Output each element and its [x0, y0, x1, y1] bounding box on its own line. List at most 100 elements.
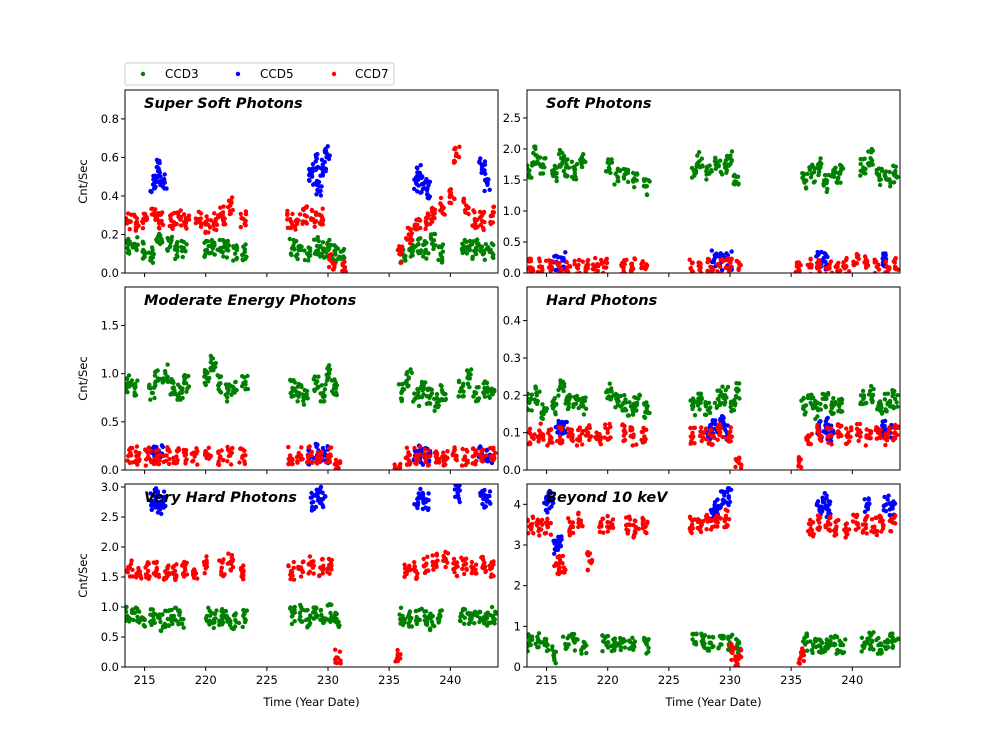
data-point-scatter: [226, 243, 232, 248]
data-point-scatter: [697, 407, 702, 412]
data-point-scatter: [543, 520, 549, 525]
data-point-scatter: [529, 175, 534, 180]
data-point-scatter: [569, 159, 575, 164]
data-point-scatter: [689, 439, 694, 445]
data-point-scatter: [726, 434, 731, 440]
data-point-scatter: [301, 395, 306, 400]
data-point-scatter: [489, 561, 494, 566]
data-point-scatter: [229, 555, 234, 560]
data-point-scatter: [304, 214, 309, 219]
data-point-scatter: [225, 459, 230, 464]
data-point-scatter: [890, 643, 896, 649]
data-point-scatter: [570, 530, 576, 536]
data-point-scatter: [218, 389, 223, 394]
data-point-scatter: [336, 624, 342, 630]
data-point-scatter: [854, 514, 859, 520]
data-point-scatter: [422, 447, 428, 452]
data-point-scatter: [328, 252, 334, 257]
data-point-scatter: [536, 644, 541, 650]
data-point-scatter: [887, 398, 893, 404]
data-point-scatter: [561, 158, 567, 164]
data-point-scatter: [809, 648, 815, 653]
data-point-scatter: [836, 402, 841, 407]
data-point-scatter: [288, 576, 293, 582]
data-point-scatter: [836, 409, 841, 414]
data-point-scatter: [435, 558, 440, 563]
data-point-scatter: [726, 502, 731, 508]
data-point-scatter: [630, 407, 635, 412]
data-point-scatter: [627, 522, 633, 528]
data-point-scatter: [482, 159, 488, 164]
data-point-scatter: [418, 250, 423, 256]
data-point-scatter: [690, 396, 696, 401]
data-point-scatter: [688, 516, 693, 521]
data-point-scatter: [858, 156, 863, 162]
data-point-scatter: [426, 491, 431, 496]
data-point-scatter: [473, 251, 479, 257]
data-point-scatter: [324, 460, 329, 465]
panel-title: Moderate Energy Photons: [144, 293, 357, 309]
data-point-scatter: [536, 631, 542, 636]
data-point-scatter: [295, 256, 300, 262]
data-point-scatter: [820, 495, 825, 500]
data-point-scatter: [308, 613, 313, 618]
data-point-scatter: [713, 418, 718, 423]
data-point-scatter: [173, 461, 178, 466]
data-point-scatter: [130, 574, 135, 579]
data-point-scatter: [690, 402, 696, 408]
data-point-scatter: [710, 268, 715, 273]
data-point-scatter: [696, 398, 702, 403]
data-point-scatter: [413, 455, 418, 460]
data-point-scatter: [135, 235, 140, 240]
data-point-scatter: [157, 494, 162, 500]
data-point-scatter: [632, 185, 637, 190]
data-point-scatter: [337, 649, 343, 654]
data-point-scatter: [879, 517, 884, 523]
data-point-scatter: [229, 392, 234, 397]
data-point-scatter: [472, 610, 478, 615]
data-point-scatter: [221, 204, 226, 209]
data-point-scatter: [734, 458, 739, 463]
data-point-scatter: [193, 216, 198, 221]
data-point-scatter: [330, 389, 335, 394]
data-point-scatter: [587, 437, 592, 443]
data-point-scatter: [877, 513, 882, 518]
data-point-scatter: [134, 444, 140, 449]
series-ccd7: [527, 251, 900, 273]
data-point: [297, 610, 303, 616]
y-tick-label: 0.5: [101, 415, 119, 429]
data-point-scatter: [334, 660, 340, 666]
data-point-scatter: [600, 516, 606, 521]
data-point-scatter: [400, 622, 406, 628]
data-point-scatter: [803, 185, 809, 190]
data-point-scatter: [835, 269, 840, 273]
data-point-scatter: [594, 436, 599, 442]
data-point-scatter: [203, 248, 208, 253]
data-point-scatter: [801, 405, 806, 410]
data-point-scatter: [469, 570, 474, 576]
data-point: [892, 396, 898, 402]
data-point-scatter: [153, 448, 158, 454]
data-point-scatter: [722, 525, 727, 530]
data-point-scatter: [434, 396, 440, 401]
data-point-scatter: [627, 400, 632, 405]
data-point-scatter: [225, 561, 230, 566]
data-point-scatter: [710, 421, 715, 426]
data-point-scatter: [729, 642, 734, 647]
data-point-scatter: [462, 557, 467, 563]
data-point-scatter: [573, 401, 579, 406]
data-point-scatter: [155, 505, 161, 510]
data-point-scatter: [288, 570, 294, 575]
data-point-scatter: [307, 458, 312, 464]
data-point-scatter: [690, 526, 695, 531]
data-point-scatter: [796, 266, 801, 271]
data-point-scatter: [314, 192, 319, 197]
data-point-scatter: [226, 551, 231, 556]
data-point-scatter: [318, 617, 324, 623]
data-point-scatter: [465, 206, 470, 211]
data-point-scatter: [689, 268, 695, 273]
data-point-scatter: [708, 427, 713, 433]
data-point-scatter: [548, 489, 553, 494]
data-point-scatter: [796, 660, 801, 665]
data-point-scatter: [624, 515, 629, 520]
